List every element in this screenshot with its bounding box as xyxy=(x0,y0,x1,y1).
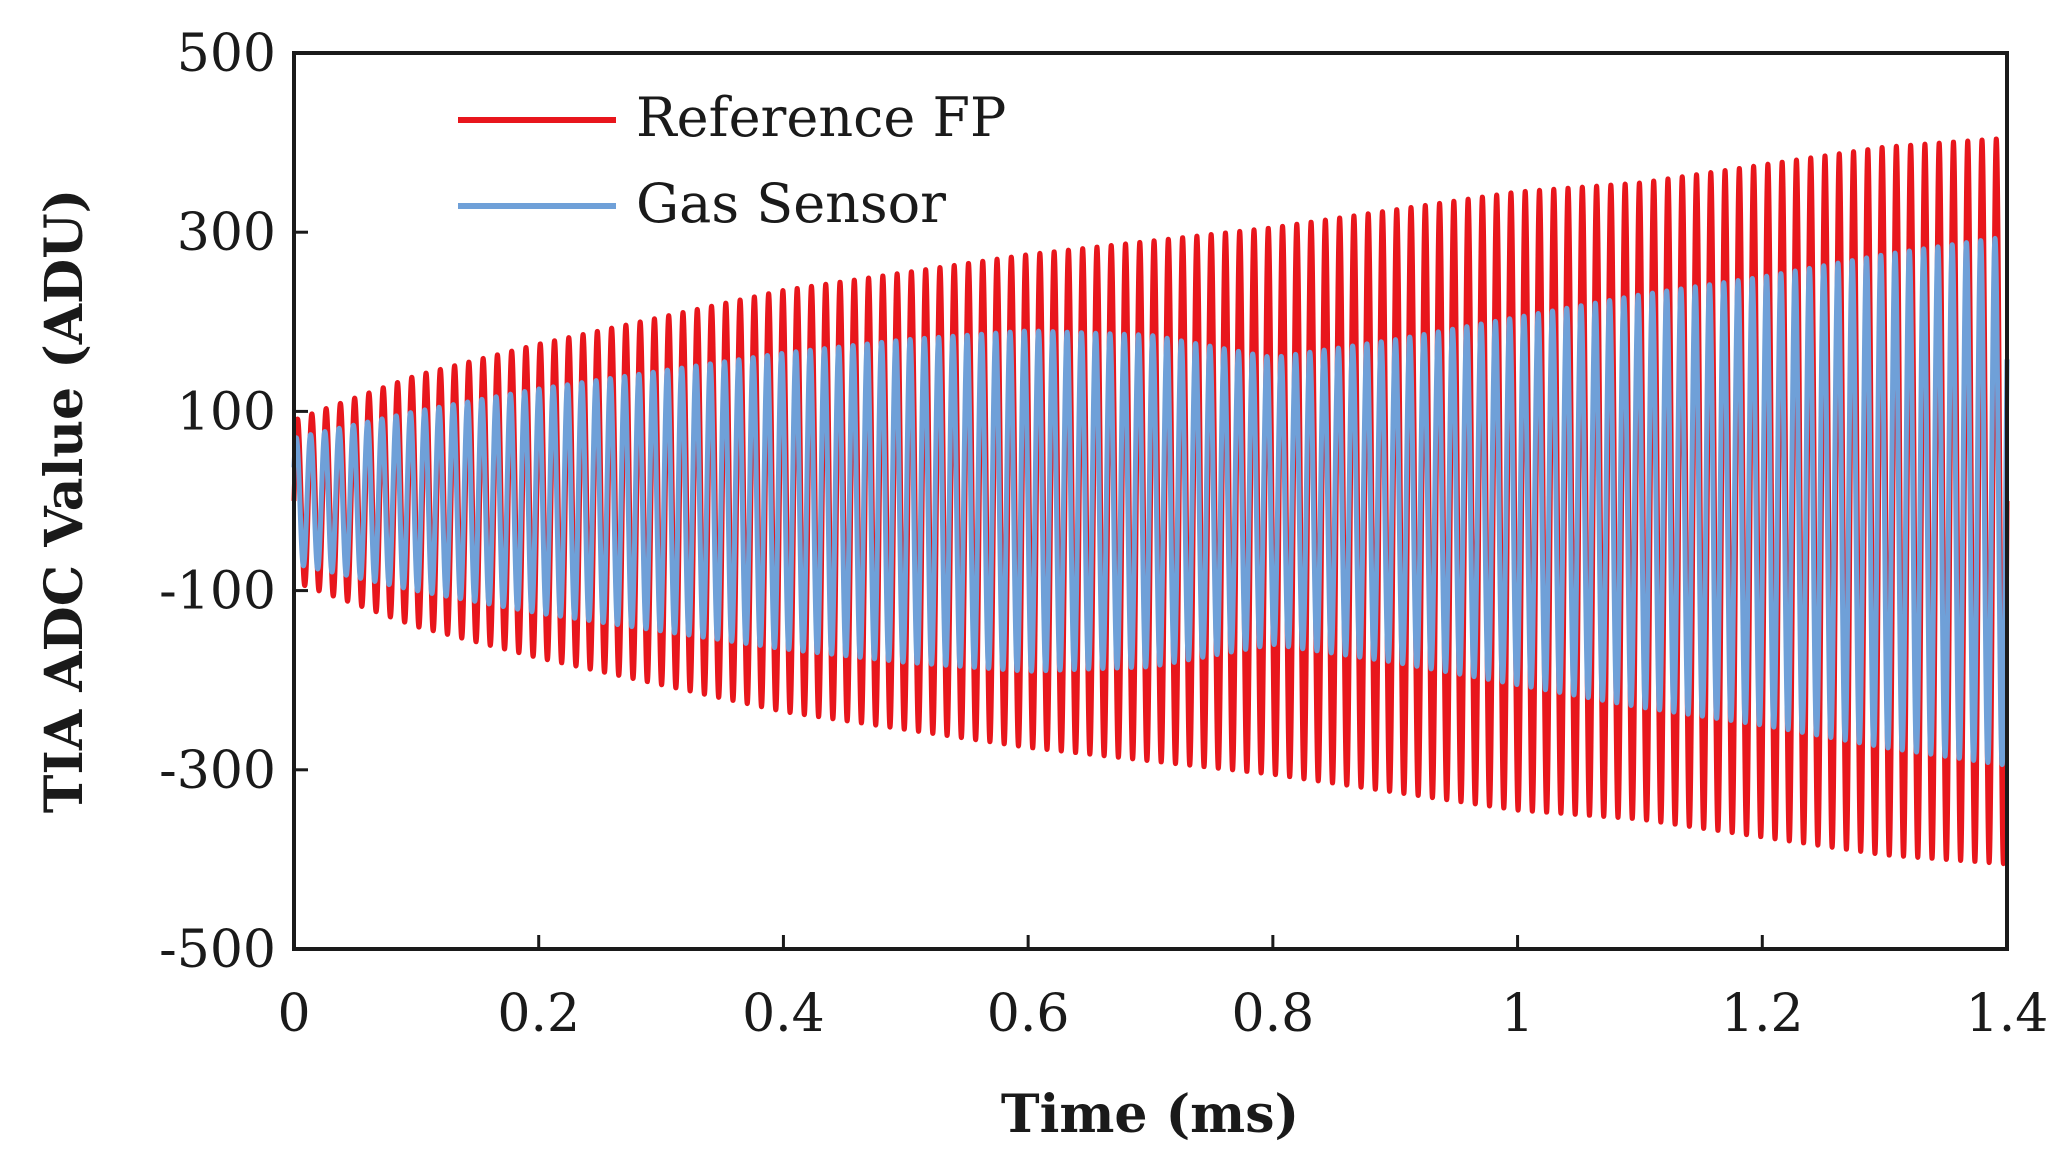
x-tick-label: 0.4 xyxy=(742,984,825,1044)
x-tick-label: 0.8 xyxy=(1232,984,1315,1044)
legend-label-reference-fp: Reference FP xyxy=(636,86,1006,149)
y-tick-label: -100 xyxy=(159,562,276,622)
x-tick-label: 0 xyxy=(277,984,310,1044)
x-axis-title: Time (ms) xyxy=(1001,1084,1299,1145)
y-tick-label: 500 xyxy=(177,24,276,84)
x-tick-label: 1.2 xyxy=(1721,984,1804,1044)
y-axis-title: TIA ADC Value (ADU) xyxy=(34,189,95,813)
y-tick-label: -300 xyxy=(159,741,276,801)
legend-label-gas-sensor: Gas Sensor xyxy=(636,172,946,235)
y-tick-label: 100 xyxy=(177,382,276,442)
y-tick-label: -500 xyxy=(159,920,276,980)
x-tick-label: 0.2 xyxy=(497,984,580,1044)
y-tick-label: 300 xyxy=(177,203,276,263)
x-tick-label: 1.4 xyxy=(1966,984,2049,1044)
series-layer xyxy=(291,136,2010,867)
series-line-gas-sensor xyxy=(291,235,2010,768)
x-tick-label: 1 xyxy=(1501,984,1534,1044)
plot-frame xyxy=(292,51,2009,951)
legend: Reference FP Gas Sensor xyxy=(458,86,1006,235)
x-tick-label: 0.6 xyxy=(987,984,1070,1044)
ticks-layer: 0 0.2 0.4 0.6 0.8 1 1.2 1.4 500 300 100 -100 -300 -50… xyxy=(159,24,2048,1044)
